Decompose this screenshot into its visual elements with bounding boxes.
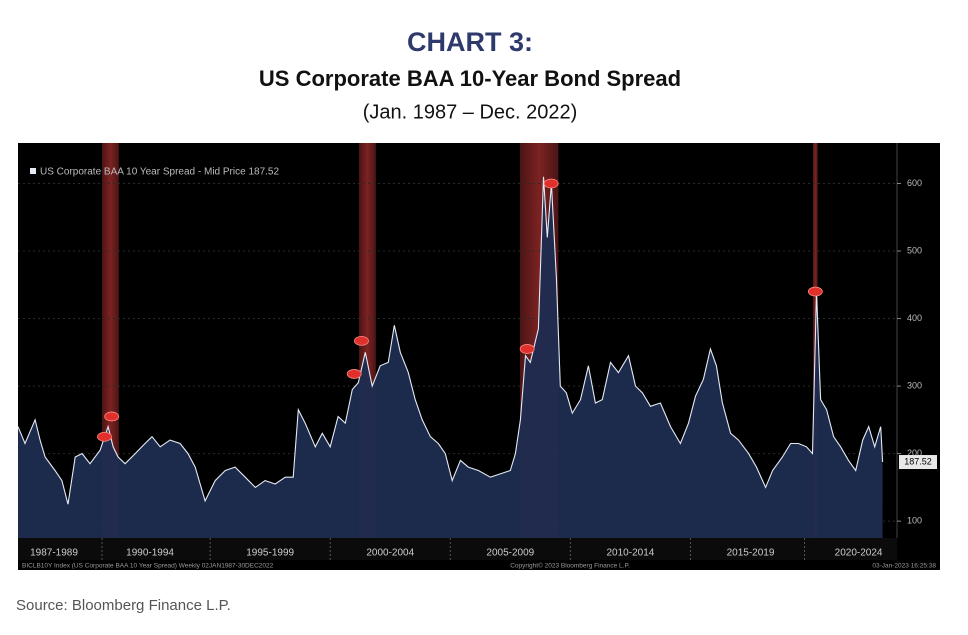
marker (519, 344, 535, 354)
y-tick-label: 600 (907, 178, 922, 188)
marker (543, 178, 559, 189)
footer-center: Copyright© 2023 Bloomberg Finance L.P. (510, 562, 630, 570)
y-tick-label: 400 (907, 313, 922, 323)
x-tick-label: 1987-1989 (30, 548, 78, 559)
marker (104, 411, 120, 422)
marker (354, 335, 369, 346)
x-tick-label: 1995-1999 (246, 548, 294, 559)
y-tick-label: 100 (907, 515, 922, 525)
y-tick-label: 300 (907, 380, 922, 390)
x-tick-label: 2020-2024 (835, 548, 883, 559)
area (18, 176, 883, 539)
marker (346, 369, 362, 379)
legend-text: US Corporate BAA 10 Year Spread - Mid Pr… (40, 167, 279, 178)
footer-left: BICLB10Y Index (US Corporate BAA 10 Year… (22, 563, 274, 570)
x-tick-label: 2015-2019 (727, 548, 775, 559)
y-tick-label: 200 (907, 448, 922, 458)
last-value-box (899, 455, 937, 470)
x-tick-label: 2010-2014 (607, 548, 655, 559)
x-tick-label: 2005-2009 (486, 548, 534, 559)
marker (807, 286, 823, 297)
last-value-label: 187.52 (904, 456, 932, 466)
x-tick-label: 1990-1994 (126, 548, 174, 559)
y-tick-label: 500 (907, 245, 922, 255)
x-tick-label: 2000-2004 (366, 548, 414, 559)
x-axis-band (18, 538, 897, 560)
footer-right: 03-Jan-2023 16:25:38 (872, 563, 936, 570)
source: Source: Bloomberg Finance L.P. (16, 597, 231, 614)
marker (97, 431, 112, 442)
date-range: (Jan. 1987 – Dec. 2022) (363, 101, 578, 123)
legend-swatch (30, 168, 36, 174)
chart-title: CHART 3: (407, 27, 533, 57)
chart-subtitle: US Corporate BAA 10-Year Bond Spread (259, 66, 681, 91)
line (17, 176, 884, 505)
